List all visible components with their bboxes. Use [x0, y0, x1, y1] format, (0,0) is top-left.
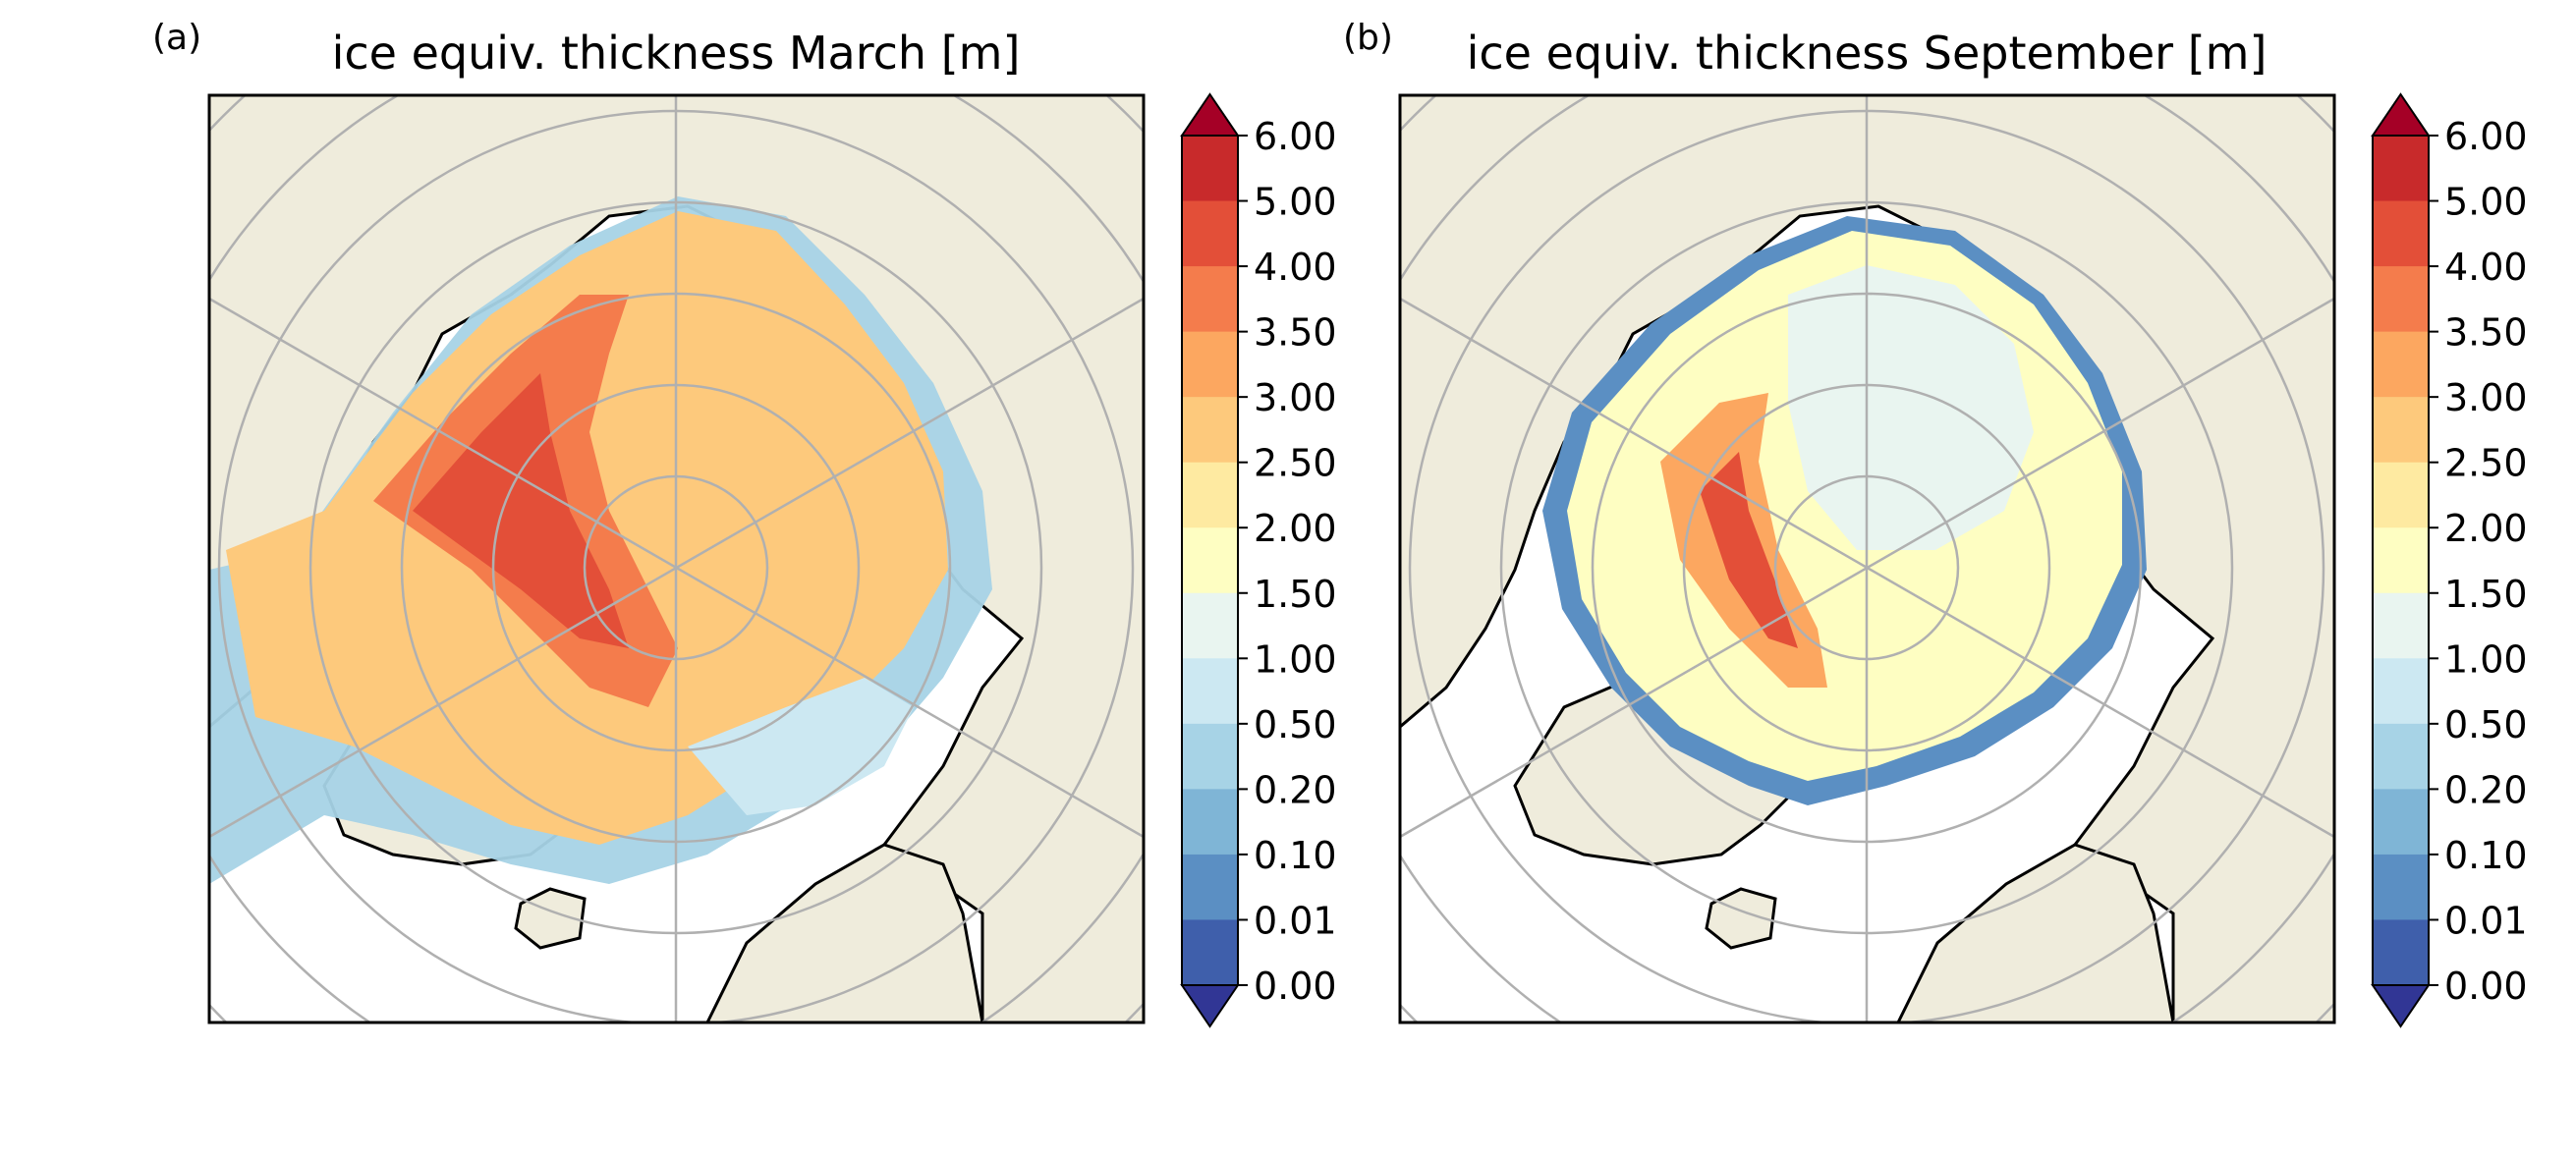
colorbar-a-bin — [1182, 527, 1238, 594]
colorbar-b-bin — [2373, 397, 2429, 464]
panel-b: (b) ice equiv. thickness September [m] — [1343, 18, 2336, 1024]
colorbar-b-bin — [2373, 136, 2429, 202]
colorbar-a-tick-label: 3.50 — [1254, 311, 1337, 355]
colorbar-b-tick-label: 3.50 — [2444, 311, 2528, 355]
colorbar-a-tick-label: 4.00 — [1254, 246, 1337, 289]
panel-a: (a) ice equiv. thickness March [m] — [152, 18, 1146, 1024]
panel-a-land-scandinavia — [705, 843, 984, 1022]
colorbar-b-tick-label: 2.00 — [2444, 507, 2528, 550]
colorbar-a-bin — [1182, 658, 1238, 725]
colorbar-b-bin — [2373, 462, 2429, 528]
panel-a-ice-thickest — [413, 373, 629, 648]
colorbar-a-bin — [1182, 592, 1238, 659]
colorbar-a-tick-label: 6.00 — [1254, 115, 1337, 158]
colorbar-a-tick-label: 0.20 — [1254, 768, 1337, 811]
panel-a-frame — [207, 93, 1146, 1024]
panel-a-graticule — [209, 95, 1144, 1022]
colorbar-b-tick-label: 1.50 — [2444, 573, 2528, 616]
colorbar-b-bin — [2373, 200, 2429, 267]
panel-a-map — [209, 95, 1144, 1022]
colorbar-b-bin — [2373, 789, 2429, 856]
colorbar-b-tick-label: 6.00 — [2444, 115, 2528, 158]
colorbar-a-tick-label: 0.00 — [1254, 965, 1337, 1008]
colorbar-a-extend-min — [1180, 984, 1240, 1028]
colorbar-b-bin — [2373, 919, 2429, 986]
colorbar-a-tick-label: 5.00 — [1254, 181, 1337, 224]
panel-a-letter: (a) — [152, 18, 201, 58]
colorbar-a-bin — [1182, 462, 1238, 528]
colorbar-b-bin — [2373, 592, 2429, 659]
panel-b-frame — [1398, 93, 2336, 1024]
panel-b-graticule — [1400, 95, 2334, 1022]
colorbar-a-bin — [1182, 266, 1238, 333]
colorbar-a-bin — [1182, 723, 1238, 790]
colorbar-b-tick-label: 0.20 — [2444, 768, 2528, 811]
colorbar-b-tick-label: 0.50 — [2444, 703, 2528, 746]
colorbar-b-tick-label: 1.00 — [2444, 637, 2528, 681]
colorbar-b-bin — [2373, 266, 2429, 333]
panel-b-title: ice equiv. thickness September [m] — [1467, 27, 2268, 80]
colorbar-a-bin — [1182, 789, 1238, 856]
colorbar-a-bin — [1182, 136, 1238, 202]
colorbar-a-tick-label: 1.00 — [1254, 637, 1337, 681]
colorbar-a-tick-label: 3.00 — [1254, 376, 1337, 419]
colorbar-b-extend-min — [2371, 984, 2431, 1028]
colorbar-b-bin — [2373, 331, 2429, 398]
colorbar-b: 6.00 5.00 4.00 3.50 3.00 2.50 2.00 1.50 1.00 0.50… — [2371, 92, 2528, 1028]
panel-b-land-scandinavia — [1896, 843, 2175, 1022]
panel-b-letter: (b) — [1343, 18, 1393, 58]
colorbar-a-bin — [1182, 919, 1238, 986]
colorbar-a-bin — [1182, 854, 1238, 920]
colorbar-a-tick-label: 0.10 — [1254, 834, 1337, 877]
panel-b-map — [1400, 95, 2334, 1022]
colorbar-a-bin — [1182, 200, 1238, 267]
colorbar-b-tick-label: 2.50 — [2444, 442, 2528, 485]
colorbar-b-tick-label: 0.00 — [2444, 965, 2528, 1008]
panel-a-title: ice equiv. thickness March [m] — [332, 27, 1021, 80]
colorbar-a-outline — [1181, 135, 1239, 986]
colorbar-b-bin — [2373, 854, 2429, 920]
colorbar-a-bin — [1182, 397, 1238, 464]
colorbar-b-bin — [2373, 723, 2429, 790]
colorbar-a-extend-max — [1180, 92, 1240, 137]
colorbar-a-tick-label: 2.50 — [1254, 442, 1337, 485]
colorbar-b-bin — [2373, 527, 2429, 594]
colorbar-a-bin — [1182, 331, 1238, 398]
colorbar-b-bin — [2373, 658, 2429, 725]
colorbar-b-outline — [2372, 135, 2430, 986]
colorbar-b-extend-max — [2371, 92, 2431, 137]
colorbar-b-tick-label: 3.00 — [2444, 376, 2528, 419]
colorbar-a-tick-label: 0.01 — [1254, 899, 1337, 942]
colorbar-b-tick-label: 0.10 — [2444, 834, 2528, 877]
panel-a-ice-atlantic-thin — [688, 678, 914, 815]
colorbar-a-tick-label: 2.00 — [1254, 507, 1337, 550]
colorbar-b-tick-label: 0.01 — [2444, 899, 2528, 942]
colorbar-b-tick-label: 5.00 — [2444, 181, 2528, 224]
colorbar-a: 6.00 5.00 4.00 3.50 3.00 2.50 2.00 1.50 1.00 0.50… — [1180, 92, 1337, 1028]
colorbar-a-tick-label: 0.50 — [1254, 703, 1337, 746]
colorbar-b-tick-label: 4.00 — [2444, 246, 2528, 289]
colorbar-a-tick-label: 1.50 — [1254, 573, 1337, 616]
panel-b-ice-thickest — [1700, 452, 1798, 648]
